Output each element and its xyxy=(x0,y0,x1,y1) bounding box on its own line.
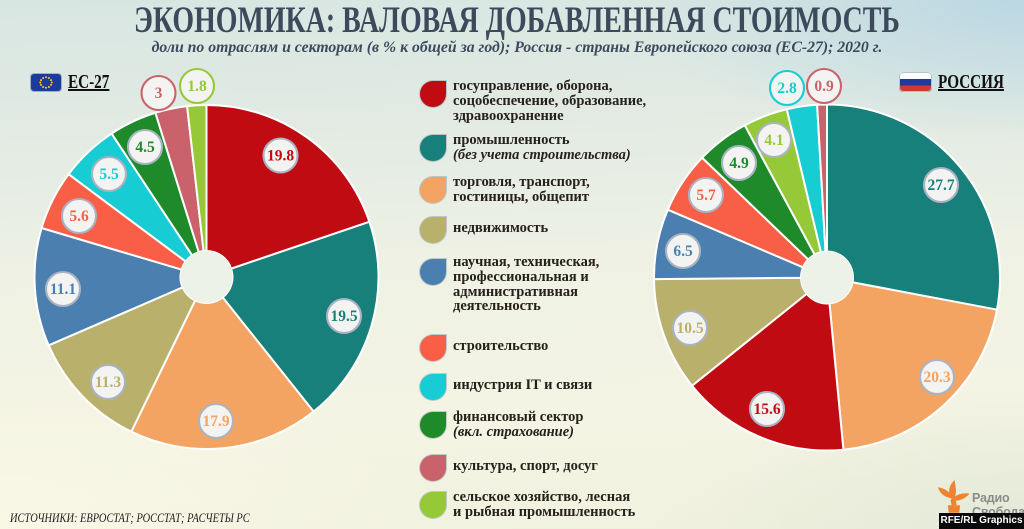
svg-text:1.8: 1.8 xyxy=(187,78,207,95)
svg-text:15.6: 15.6 xyxy=(753,401,780,418)
svg-text:4.1: 4.1 xyxy=(764,132,783,149)
svg-text:27.7: 27.7 xyxy=(927,177,954,194)
svg-text:11.3: 11.3 xyxy=(95,374,122,391)
svg-text:19.8: 19.8 xyxy=(267,148,294,165)
svg-text:20.3: 20.3 xyxy=(923,369,950,386)
svg-text:19.5: 19.5 xyxy=(330,308,357,325)
svg-text:0.9: 0.9 xyxy=(814,78,834,95)
svg-text:4.5: 4.5 xyxy=(135,139,155,156)
svg-text:11.1: 11.1 xyxy=(50,281,76,298)
svg-text:6.5: 6.5 xyxy=(673,243,693,260)
svg-text:3: 3 xyxy=(155,85,163,102)
svg-text:5.5: 5.5 xyxy=(99,166,119,183)
svg-text:5.6: 5.6 xyxy=(69,208,89,225)
svg-text:5.7: 5.7 xyxy=(696,187,716,204)
svg-text:4.9: 4.9 xyxy=(729,155,749,172)
svg-text:10.5: 10.5 xyxy=(676,320,703,337)
svg-text:2.8: 2.8 xyxy=(777,80,797,97)
svg-text:17.9: 17.9 xyxy=(202,413,229,430)
